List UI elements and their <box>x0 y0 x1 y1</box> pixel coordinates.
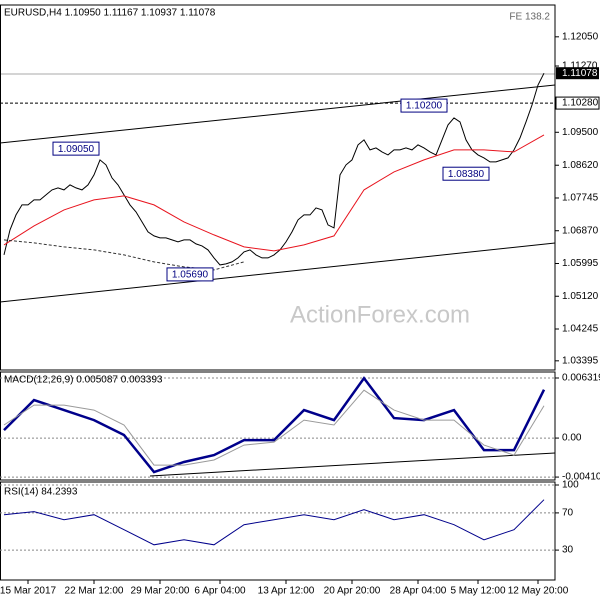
x-tick-label: 28 Apr 04:00 <box>390 586 447 597</box>
y-tick-label: 1.09500 <box>562 127 599 138</box>
series-line <box>3 499 545 546</box>
y-tick-label: 0.00 <box>562 433 582 444</box>
upper-trend-line <box>0 84 556 144</box>
y-tick-label: 30 <box>562 545 574 556</box>
series-line <box>3 376 546 474</box>
watermark: ActionForex.com <box>290 301 470 328</box>
annotation-label: 1.05690 <box>172 270 209 281</box>
x-tick-label: 15 Mar 2017 <box>0 586 57 597</box>
panel-frame <box>0 371 556 481</box>
annotation-label: 1.10200 <box>406 101 443 112</box>
series-line <box>3 134 545 252</box>
y-tick-label: 1.05120 <box>562 291 599 302</box>
x-tick-label: 22 Mar 12:00 <box>65 586 124 597</box>
series-line <box>3 389 545 466</box>
y-tick-label: 1.11270 <box>562 61 598 72</box>
macd-trend-line <box>149 452 556 477</box>
y-tick-label: 100 <box>562 480 579 491</box>
annotation-box <box>166 267 214 282</box>
x-tick-label: 29 Mar 20:00 <box>131 586 190 597</box>
panel-title: MACD(12,26,9) 0.005087 0.003393 <box>4 375 163 386</box>
annotation-box <box>442 166 490 181</box>
annotation-box <box>52 141 100 156</box>
panel-frame <box>0 481 556 581</box>
y-tick-label: 70 <box>562 508 574 519</box>
lower-trend-line <box>0 242 556 303</box>
y-tick-label: 1.05995 <box>562 258 599 269</box>
x-tick-label: 13 Apr 12:00 <box>258 586 315 597</box>
annotation-box <box>400 98 448 113</box>
y-tick-label: 1.08620 <box>562 160 599 171</box>
y-tick-label: 1.12050 <box>562 31 599 42</box>
panel-frame <box>0 4 556 371</box>
y-tick-label: 1.07745 <box>562 193 599 204</box>
level-label: 1.10280 <box>562 98 599 109</box>
x-tick-label: 12 May 20:00 <box>508 586 569 597</box>
fe-label: FE 138.2 <box>509 12 550 23</box>
panel-title: EURUSD,H4 1.10950 1.11167 1.10937 1.1107… <box>4 8 216 19</box>
y-tick-label: 1.03395 <box>562 355 599 366</box>
x-tick-label: 6 Apr 04:00 <box>194 586 246 597</box>
last-price-label: 1.11078 <box>562 68 598 79</box>
series-line <box>3 72 545 266</box>
level-box <box>555 96 600 110</box>
y-tick-label: 0.006319 <box>562 373 600 384</box>
annotation-label: 1.09050 <box>58 144 95 155</box>
x-tick-label: 20 Apr 20:00 <box>324 586 381 597</box>
annotation-label: 1.08380 <box>448 169 485 180</box>
y-tick-label: -0.004102 <box>562 472 600 483</box>
y-tick-label: 1.06870 <box>562 225 599 236</box>
panel-title: RSI(14) 84.2393 <box>4 487 78 498</box>
last-price-box <box>556 67 599 80</box>
x-tick-label: 5 May 12:00 <box>450 586 505 597</box>
y-tick-label: 1.04245 <box>562 324 599 335</box>
